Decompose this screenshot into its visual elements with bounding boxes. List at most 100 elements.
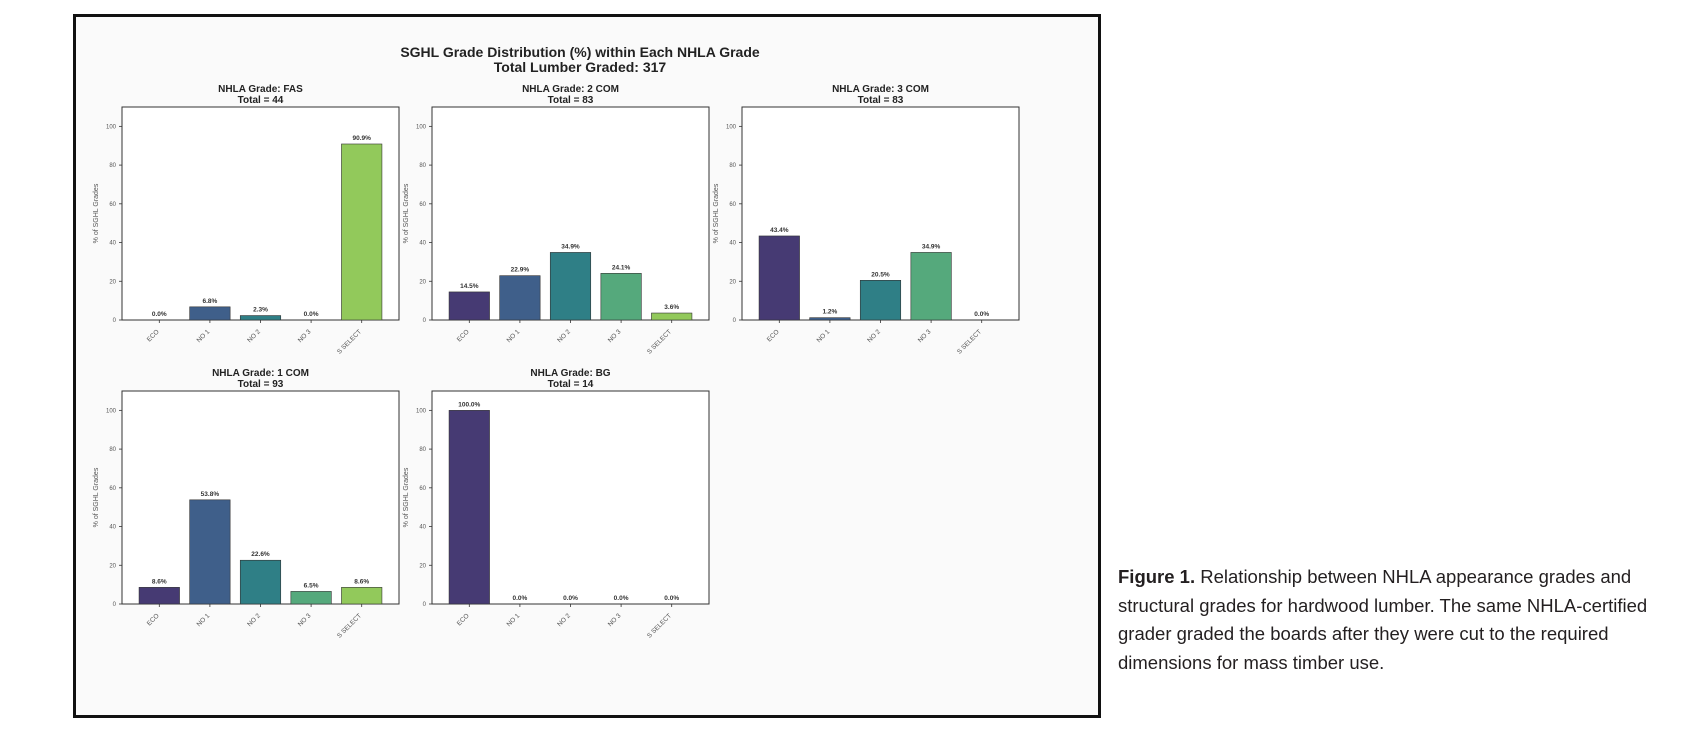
subplot-total: Total = 93 (238, 379, 284, 390)
data-label: 6.8% (202, 298, 217, 305)
y-tick-label: 60 (419, 486, 426, 492)
data-label: 0.0% (152, 311, 167, 318)
y-axis-label: % of SGHL Grades (403, 183, 410, 243)
x-tick-label: NO 3 (297, 328, 313, 344)
bar-no-3 (910, 252, 952, 321)
y-tick-label: 80 (419, 163, 426, 169)
y-tick-label: 40 (109, 241, 116, 247)
bar-no-1 (809, 317, 851, 321)
subplot-title: NHLA Grade: FAS (218, 84, 303, 95)
bar-no-1 (189, 306, 231, 321)
subplot-total: Total = 14 (548, 379, 594, 390)
y-tick-label: 100 (416, 408, 427, 414)
x-tick-label: ECO (456, 612, 471, 627)
y-tick-label: 60 (419, 202, 426, 208)
bar-s-select (341, 587, 383, 605)
x-tick-label: S SELECT (336, 328, 363, 355)
chart-title: SGHL Grade Distribution (%) within Each … (400, 44, 760, 60)
y-tick-label: 0 (423, 318, 427, 324)
x-tick-label: NO 3 (607, 328, 623, 344)
y-tick-label: 20 (419, 563, 426, 569)
data-label: 0.0% (614, 595, 629, 602)
y-tick-label: 80 (109, 163, 116, 169)
data-label: 0.0% (512, 595, 527, 602)
data-label: 6.5% (304, 582, 319, 589)
caption-label: Figure 1. (1118, 566, 1196, 587)
data-label: 0.0% (563, 595, 578, 602)
data-label: 24.1% (612, 264, 631, 271)
y-tick-label: 20 (109, 279, 116, 285)
y-tick-label: 60 (109, 202, 116, 208)
data-label: 20.5% (871, 271, 890, 278)
y-tick-label: 80 (419, 447, 426, 453)
data-label: 1.2% (822, 309, 837, 316)
y-tick-label: 40 (729, 241, 736, 247)
data-label: 14.5% (460, 283, 479, 290)
y-axis-label: % of SGHL Grades (403, 467, 410, 527)
x-tick-label: S SELECT (646, 612, 673, 639)
bar-no-2 (549, 252, 592, 321)
bar-no-2 (239, 315, 282, 321)
y-tick-label: 40 (109, 525, 116, 531)
data-label: 0.0% (664, 595, 679, 602)
x-tick-label: NO 2 (246, 328, 262, 344)
x-tick-label: NO 3 (297, 612, 313, 628)
data-label: 34.9% (922, 243, 941, 250)
y-tick-label: 0 (113, 318, 117, 324)
y-tick-label: 100 (106, 124, 117, 130)
bar-no-3 (600, 273, 642, 321)
figure-frame: SGHL Grade Distribution (%) within Each … (73, 14, 1101, 718)
bar-eco (138, 587, 180, 605)
data-label: 3.6% (664, 304, 679, 311)
data-label: 0.0% (974, 311, 989, 318)
subplot-total: Total = 44 (238, 95, 284, 106)
bar-no-2 (859, 280, 902, 321)
y-tick-label: 100 (106, 408, 117, 414)
bar-no-1 (499, 275, 541, 321)
data-label: 8.6% (354, 578, 369, 585)
bar-eco (448, 410, 490, 605)
data-label: 2.3% (253, 307, 268, 314)
y-tick-label: 100 (416, 124, 427, 130)
data-label: 43.4% (770, 227, 789, 234)
y-tick-label: 60 (729, 202, 736, 208)
x-tick-label: ECO (456, 328, 471, 343)
caption-text: Relationship between NHLA appearance gra… (1118, 566, 1648, 673)
x-tick-label: ECO (146, 328, 161, 343)
y-tick-label: 20 (109, 563, 116, 569)
y-tick-label: 100 (726, 124, 737, 130)
x-tick-label: NO 3 (607, 612, 623, 628)
x-tick-label: S SELECT (956, 328, 983, 355)
y-tick-label: 40 (419, 525, 426, 531)
bar-s-select (651, 312, 693, 321)
y-tick-label: 0 (423, 602, 427, 608)
y-tick-label: 60 (109, 486, 116, 492)
y-tick-label: 80 (109, 447, 116, 453)
data-label: 90.9% (352, 135, 371, 142)
y-tick-label: 40 (419, 241, 426, 247)
y-axis-label: % of SGHL Grades (93, 183, 100, 243)
y-tick-label: 0 (733, 318, 737, 324)
x-tick-label: NO 2 (246, 612, 262, 628)
x-tick-label: NO 1 (506, 328, 522, 344)
y-tick-label: 20 (729, 279, 736, 285)
subplot-total: Total = 83 (858, 95, 904, 106)
y-tick-label: 80 (729, 163, 736, 169)
data-label: 22.9% (511, 267, 530, 274)
y-tick-label: 20 (419, 279, 426, 285)
x-tick-label: NO 1 (816, 328, 832, 344)
subplot-title: NHLA Grade: 1 COM (212, 368, 309, 379)
x-tick-label: NO 3 (917, 328, 933, 344)
data-label: 53.8% (201, 491, 220, 498)
chart-figure: SGHL Grade Distribution (%) within Each … (93, 44, 1020, 640)
subplot-total: Total = 83 (548, 95, 594, 106)
bar-no-3 (290, 591, 332, 605)
x-tick-label: ECO (146, 612, 161, 627)
data-label: 34.9% (561, 243, 580, 250)
x-tick-label: NO 2 (866, 328, 882, 344)
y-axis-label: % of SGHL Grades (93, 467, 100, 527)
